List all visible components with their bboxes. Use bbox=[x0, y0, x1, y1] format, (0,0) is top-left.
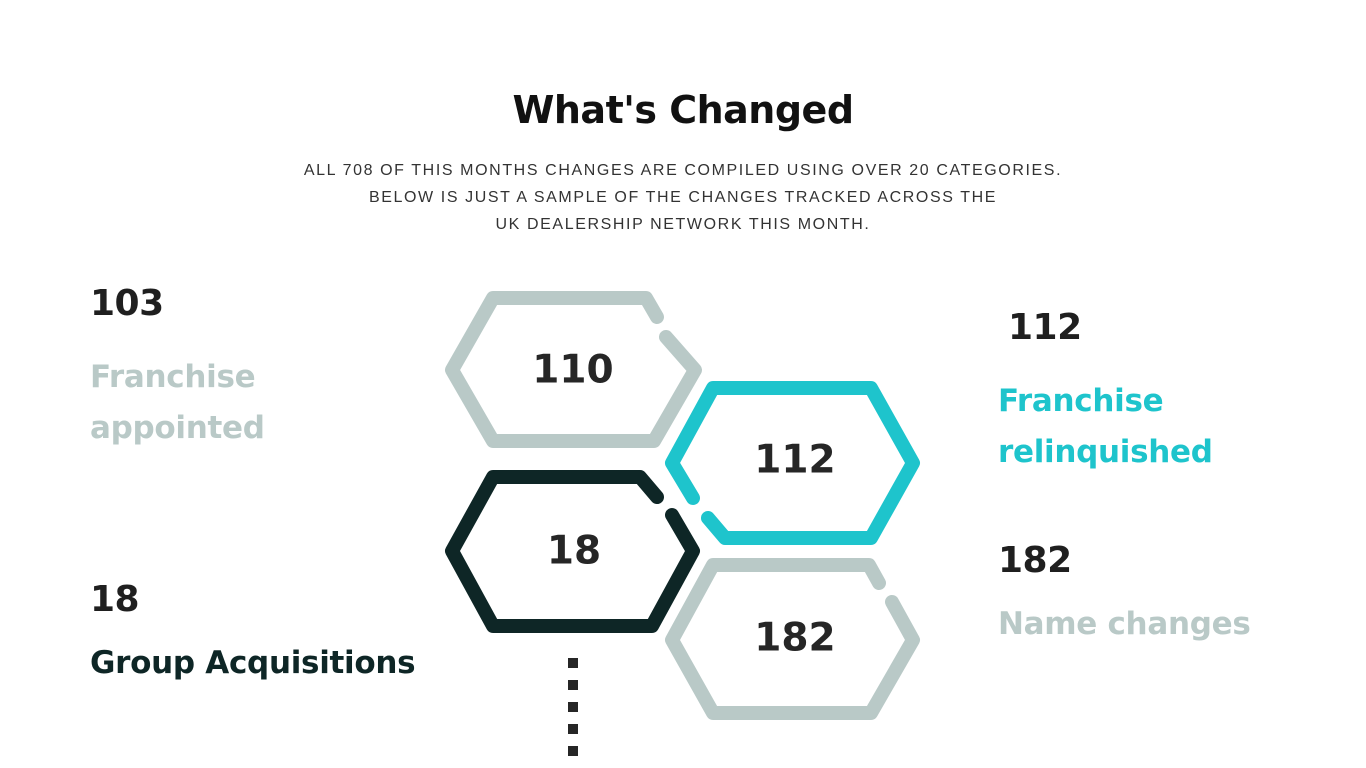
stat-value: 182 bbox=[998, 540, 1072, 581]
hexagon-112: 112 bbox=[665, 381, 920, 545]
stat-label-line: relinquished bbox=[998, 434, 1213, 470]
stat-label: Group Acquisitions bbox=[90, 638, 416, 689]
subtitle-line-2: BELOW IS JUST A SAMPLE OF THE CHANGES TR… bbox=[368, 189, 998, 206]
stat-value: 103 bbox=[90, 283, 164, 324]
hexagon-110: 110 bbox=[445, 291, 702, 448]
stat-label-line: Name changes bbox=[998, 606, 1251, 642]
connector-dot bbox=[568, 658, 578, 668]
hexagon-outline bbox=[445, 470, 700, 633]
hexagon-value: 112 bbox=[754, 438, 835, 483]
stat-value: 18 bbox=[90, 579, 140, 620]
stat-name-changes: 182 Name changes bbox=[998, 539, 1251, 650]
page-title: What's Changed bbox=[512, 88, 854, 132]
stat-label-line: Group Acquisitions bbox=[90, 645, 416, 681]
stat-label-line: Franchise bbox=[90, 359, 256, 395]
subtitle-line-3: UK DEALERSHIP NETWORK THIS MONTH. bbox=[495, 216, 871, 233]
stat-group-acquisitions: 18 Group Acquisitions bbox=[90, 578, 416, 689]
hexagon-outline bbox=[445, 291, 702, 448]
stat-franchise-relinquished: 112 Franchise relinquished bbox=[998, 306, 1213, 478]
dotted-connector bbox=[568, 658, 578, 756]
subtitle-line-1: ALL 708 OF THIS MONTHS CHANGES ARE COMPI… bbox=[303, 162, 1063, 179]
stat-value: 112 bbox=[1008, 307, 1082, 348]
connector-dot bbox=[568, 702, 578, 712]
hexagon-outline bbox=[665, 558, 920, 720]
connector-dot bbox=[568, 724, 578, 734]
connector-dot bbox=[568, 680, 578, 690]
hexagon-18: 18 bbox=[445, 470, 700, 633]
hexagon-outline bbox=[665, 381, 920, 545]
stat-franchise-appointed: 103 Franchise appointed bbox=[90, 282, 265, 454]
connector-dot bbox=[568, 746, 578, 756]
stat-label: Franchise appointed bbox=[90, 352, 265, 454]
page-subtitle: ALL 708 OF THIS MONTHS CHANGES ARE COMPI… bbox=[0, 157, 1366, 238]
hexagon-182: 182 bbox=[665, 558, 920, 720]
hexagon-value: 182 bbox=[754, 616, 835, 661]
stat-label-line: Franchise bbox=[998, 383, 1164, 419]
stat-label-line: appointed bbox=[90, 410, 265, 446]
hexagon-value: 18 bbox=[547, 529, 601, 574]
stat-label: Name changes bbox=[998, 599, 1251, 650]
stat-label: Franchise relinquished bbox=[998, 376, 1213, 478]
hexagon-value: 110 bbox=[532, 348, 613, 393]
